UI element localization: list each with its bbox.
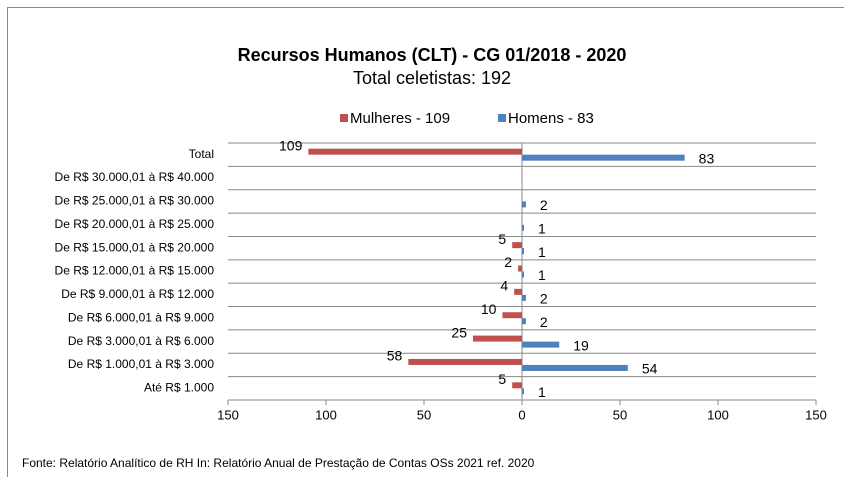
- category-label: De R$ 25.000,01 à R$ 30.000: [55, 194, 215, 208]
- value-label: 5: [498, 231, 506, 247]
- category-label: De R$ 3.000,01 à R$ 6.000: [68, 334, 214, 348]
- chart-title: Recursos Humanos (CLT) - CG 01/2018 - 20…: [238, 45, 627, 65]
- bar: [512, 382, 522, 388]
- x-tick-label: 150: [805, 407, 827, 422]
- value-label: 58: [387, 348, 403, 364]
- category-label: De R$ 9.000,01 à R$ 12.000: [61, 287, 214, 301]
- value-label: 4: [500, 278, 508, 294]
- value-label: 83: [699, 150, 715, 166]
- value-label: 19: [573, 337, 589, 353]
- source-note: Fonte: Relatório Analítico de RH In: Rel…: [22, 456, 535, 470]
- bar: [473, 336, 522, 342]
- legend-label: Mulheres - 109: [350, 110, 450, 127]
- value-label: 1: [538, 384, 546, 400]
- value-label: 54: [642, 361, 658, 377]
- value-label: 2: [504, 254, 512, 270]
- x-tick-label: 0: [518, 407, 525, 422]
- x-tick-label: 100: [707, 407, 729, 422]
- bar: [522, 388, 524, 394]
- value-label: 2: [540, 197, 548, 213]
- value-label: 1: [538, 244, 546, 260]
- bar: [522, 155, 685, 161]
- category-label: De R$ 6.000,01 à R$ 9.000: [68, 310, 214, 324]
- bar: [522, 365, 628, 371]
- bar: [522, 225, 524, 231]
- value-label: 109: [279, 137, 303, 153]
- bar: [502, 312, 522, 318]
- value-label: 25: [451, 324, 467, 340]
- bar: [518, 266, 522, 272]
- bar: [522, 342, 559, 348]
- category-label: De R$ 15.000,01 à R$ 20.000: [55, 240, 215, 254]
- bar: [408, 359, 522, 365]
- category-label: Até R$ 1.000: [144, 380, 214, 394]
- x-tick-label: 50: [417, 407, 431, 422]
- bar: [512, 242, 522, 248]
- category-label: Total: [189, 147, 214, 161]
- value-label: 2: [540, 291, 548, 307]
- value-label: 1: [538, 267, 546, 283]
- x-tick-label: 150: [217, 407, 239, 422]
- x-tick-label: 100: [315, 407, 337, 422]
- value-label: 5: [498, 371, 506, 387]
- legend-swatch: [340, 114, 348, 122]
- value-label: 2: [540, 314, 548, 330]
- value-label: 10: [481, 301, 497, 317]
- legend-swatch: [498, 114, 506, 122]
- x-tick-label: 50: [613, 407, 627, 422]
- category-label: De R$ 30.000,01 à R$ 40.000: [55, 170, 215, 184]
- bar: [522, 318, 526, 324]
- bar: [522, 295, 526, 301]
- legend-label: Homens - 83: [508, 110, 594, 127]
- bar: [522, 272, 524, 278]
- bar: [514, 289, 522, 295]
- category-label: De R$ 1.000,01 à R$ 3.000: [68, 357, 214, 371]
- chart-subtitle: Total celetistas: 192: [353, 68, 511, 88]
- category-label: De R$ 12.000,01 à R$ 15.000: [55, 264, 215, 278]
- category-label: De R$ 20.000,01 à R$ 25.000: [55, 217, 215, 231]
- bar: [522, 201, 526, 207]
- value-label: 1: [538, 220, 546, 236]
- bar: [308, 149, 522, 155]
- bar: [522, 248, 524, 254]
